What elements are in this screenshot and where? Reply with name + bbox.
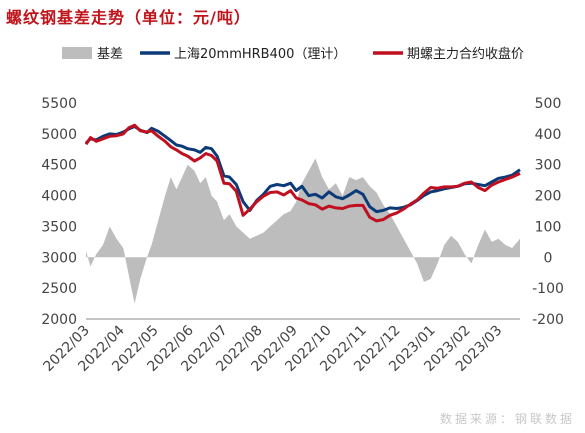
y-left-tick-label: 4000 xyxy=(41,189,77,205)
series-line-spot-price xyxy=(84,125,521,214)
y-left-tick-label: 2000 xyxy=(41,312,77,328)
y-left-tick-label: 5000 xyxy=(41,127,77,143)
y-right-tick-label: 0 xyxy=(544,250,553,266)
y-left-tick-label: 2500 xyxy=(41,281,77,297)
y-right-tick-label: 400 xyxy=(535,127,562,143)
plot-area xyxy=(84,123,521,304)
legend-swatch-basis xyxy=(62,47,92,59)
y-left-tick-label: 3000 xyxy=(41,250,77,266)
y-right-tick-label: -100 xyxy=(532,281,564,297)
legend-label-futures: 期螺主力合约收盘价 xyxy=(407,46,524,62)
y-right-tick-label: -200 xyxy=(532,312,564,328)
y-left-tick-label: 4500 xyxy=(41,158,77,174)
legend-label-spot: 上海20mmHRB400（理计） xyxy=(174,47,346,62)
y-left-tick-label: 3500 xyxy=(41,219,77,235)
legend: 基差 上海20mmHRB400（理计） 期螺主力合约收盘价 xyxy=(62,46,524,62)
series-line-futures-price xyxy=(84,123,521,223)
legend-label-basis: 基差 xyxy=(97,47,123,62)
y-right-tick-label: 300 xyxy=(535,158,562,174)
y-right-tick-label: 500 xyxy=(535,96,562,112)
source-note: 数据来源：钢联数据 xyxy=(439,412,575,426)
y-left-tick-label: 5500 xyxy=(41,96,77,112)
series-area-basis xyxy=(86,158,520,304)
y-right-tick-label: 100 xyxy=(535,219,562,235)
y-right-tick-label: 200 xyxy=(535,189,562,205)
chart-title: 螺纹钢基差走势（单位：元/吨） xyxy=(6,8,251,27)
